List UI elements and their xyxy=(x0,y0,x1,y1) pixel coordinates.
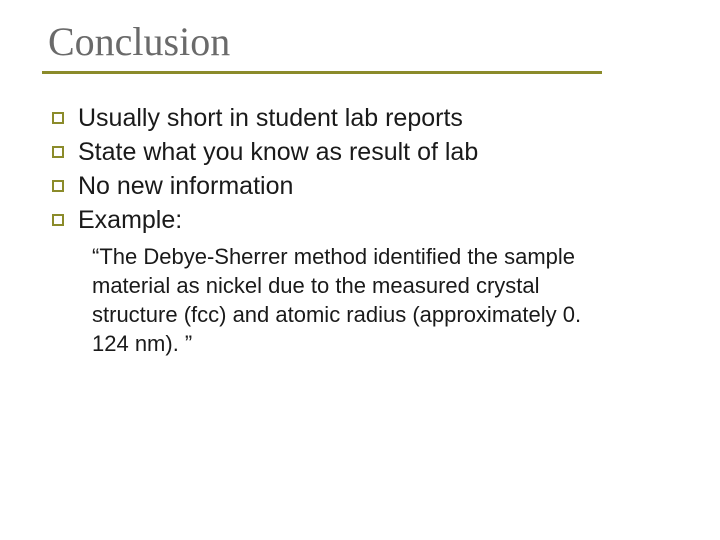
slide-title: Conclusion xyxy=(48,18,672,65)
bullet-text: Example: xyxy=(78,204,182,236)
bullet-item: No new information xyxy=(52,170,672,202)
slide-container: Conclusion Usually short in student lab … xyxy=(0,0,720,540)
example-quote: “The Debye-Sherrer method identified the… xyxy=(52,242,672,358)
bullet-text: No new information xyxy=(78,170,293,202)
slide-body: Usually short in student lab reports Sta… xyxy=(48,74,672,358)
square-bullet-icon xyxy=(52,180,64,192)
bullet-text: State what you know as result of lab xyxy=(78,136,478,168)
square-bullet-icon xyxy=(52,214,64,226)
bullet-item: Example: xyxy=(52,204,672,236)
bullet-item: State what you know as result of lab xyxy=(52,136,672,168)
bullet-text: Usually short in student lab reports xyxy=(78,102,463,134)
square-bullet-icon xyxy=(52,112,64,124)
square-bullet-icon xyxy=(52,146,64,158)
bullet-item: Usually short in student lab reports xyxy=(52,102,672,134)
